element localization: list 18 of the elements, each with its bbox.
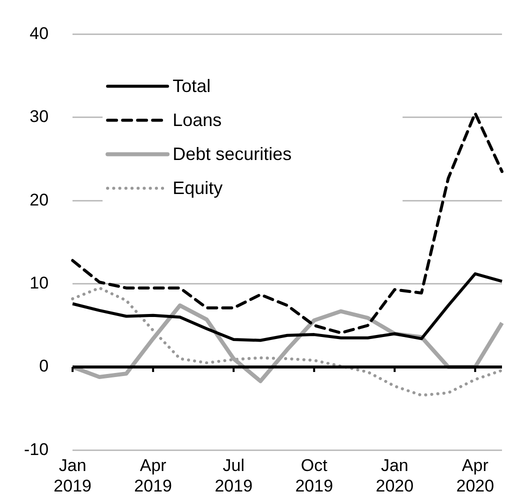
line-series (71, 112, 504, 334)
legend-label: Equity (172, 178, 223, 198)
y-tick-label: 0 (39, 356, 49, 376)
y-tick-label: 20 (30, 190, 49, 210)
x-tick-label: Apr 2020 (456, 456, 494, 496)
line-series (71, 286, 504, 397)
legend-label: Loans (172, 110, 222, 130)
legend-label: Total (172, 76, 211, 96)
y-tick-label: 10 (30, 273, 49, 292)
x-tick-label: Oct 2019 (295, 456, 334, 496)
x-tick-label: Jan 2020 (376, 456, 414, 496)
x-tick-label: Jul 2019 (214, 456, 253, 496)
y-tick-label: 30 (30, 107, 49, 126)
legend-label: Debt securities (172, 144, 292, 164)
y-tick-label: -10 (24, 440, 49, 459)
y-tick-label: 40 (30, 24, 49, 43)
x-tick-label: Apr 2019 (134, 456, 172, 496)
x-tick-label: Jan 2019 (54, 456, 92, 496)
